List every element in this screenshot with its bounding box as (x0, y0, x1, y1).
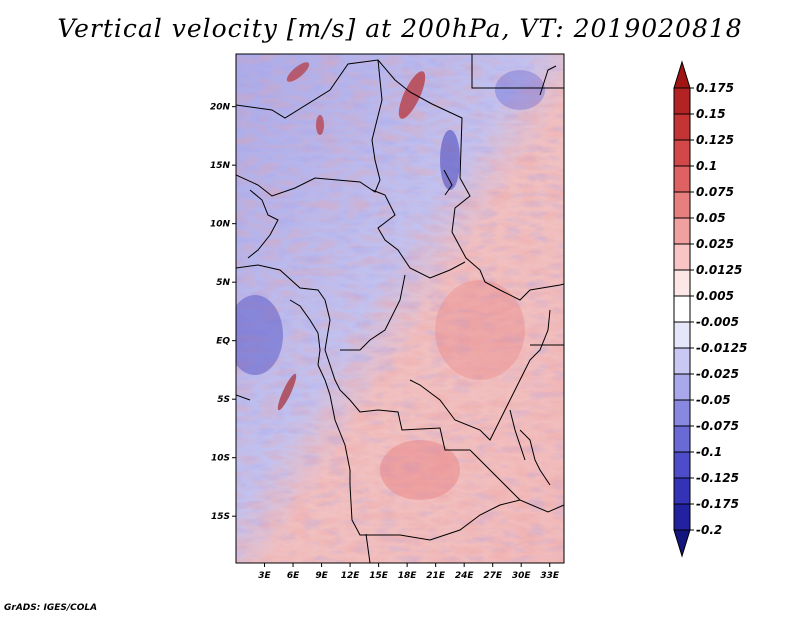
colorbar-segment (673, 217, 691, 245)
latitude-axis: 20N 15N 10N 5N EQ 5S 10S 15S (210, 103, 236, 522)
colorbar-label: -0.0125 (696, 341, 747, 355)
map-borders (236, 54, 564, 563)
lat-tick-label: 15S (211, 512, 230, 522)
chart-title: Vertical velocity [m/s] at 200hPa, VT: 2… (57, 14, 743, 43)
longitude-axis: 3E 6E 9E 12E 15E 18E 21E 24E 27E 30E 33E (258, 563, 560, 581)
colorbar-label: -0.025 (696, 367, 739, 381)
lon-tick-label: 6E (287, 571, 300, 581)
colorbar-segment (673, 321, 691, 349)
colorbar-top-arrow (673, 60, 691, 89)
colorbar-segment (673, 139, 691, 167)
lon-tick-label: 33E (540, 571, 560, 581)
lon-tick-label: 24E (455, 571, 475, 581)
lon-tick-label: 12E (341, 571, 361, 581)
colorbar-segment (673, 191, 691, 219)
colorbar-label: -0.2 (696, 523, 722, 537)
colorbar-segment (673, 113, 691, 141)
colorbar-label: 0.175 (696, 81, 734, 95)
lat-tick-label: 5N (216, 278, 230, 288)
colorbar-segment (673, 503, 691, 531)
lon-tick-label: 3E (258, 571, 271, 581)
lat-tick-label: 10S (211, 454, 230, 464)
colorbar-segment (673, 477, 691, 505)
lat-tick-label: EQ (216, 337, 230, 347)
colorbar-label: 0.005 (696, 289, 734, 303)
colorbar-label: 0.05 (696, 211, 726, 225)
colorbar-label: -0.1 (696, 445, 722, 459)
colorbar-label: -0.125 (696, 471, 739, 485)
lon-tick-label: 21E (426, 571, 446, 581)
colorbar-label: -0.175 (696, 497, 739, 511)
colorbar-label: 0.075 (696, 185, 734, 199)
colorbar-label: -0.075 (696, 419, 739, 433)
lon-tick-label: 30E (512, 571, 532, 581)
colorbar-segment (673, 347, 691, 375)
vertical-velocity-field (236, 54, 564, 563)
colorbar-label: 0.15 (696, 107, 726, 121)
colorbar: 0.175 0.15 0.125 0.1 0.075 0.05 0.025 0.0125 0.0… (673, 60, 747, 558)
colorbar-segment (673, 243, 691, 271)
lon-tick-label: 27E (483, 571, 503, 581)
colorbar-segment (673, 165, 691, 193)
colorbar-label: 0.1 (696, 159, 717, 173)
map-frame (235, 53, 565, 564)
lat-tick-label: 15N (210, 161, 231, 171)
lat-tick-label: 20N (210, 103, 231, 113)
colorbar-label: 0.0125 (696, 263, 742, 277)
colorbar-segment (673, 399, 691, 427)
colorbar-label: 0.025 (696, 237, 734, 251)
colorbar-label: -0.005 (696, 315, 739, 329)
colorbar-label: -0.05 (696, 393, 731, 407)
grads-credit: GrADS: IGES/COLA (4, 603, 98, 613)
colorbar-segment (673, 451, 691, 479)
lon-tick-label: 18E (398, 571, 418, 581)
colorbar-segment (673, 425, 691, 453)
lon-tick-label: 9E (315, 571, 328, 581)
lat-tick-label: 5S (217, 395, 230, 405)
lat-tick-label: 10N (210, 220, 231, 230)
colorbar-bottom-arrow (673, 529, 691, 558)
colorbar-label: 0.125 (696, 133, 734, 147)
colorbar-segment (673, 269, 691, 297)
colorbar-segment (673, 295, 691, 323)
colorbar-segment (673, 373, 691, 401)
colorbar-segment (673, 87, 691, 115)
lon-tick-label: 15E (369, 571, 389, 581)
